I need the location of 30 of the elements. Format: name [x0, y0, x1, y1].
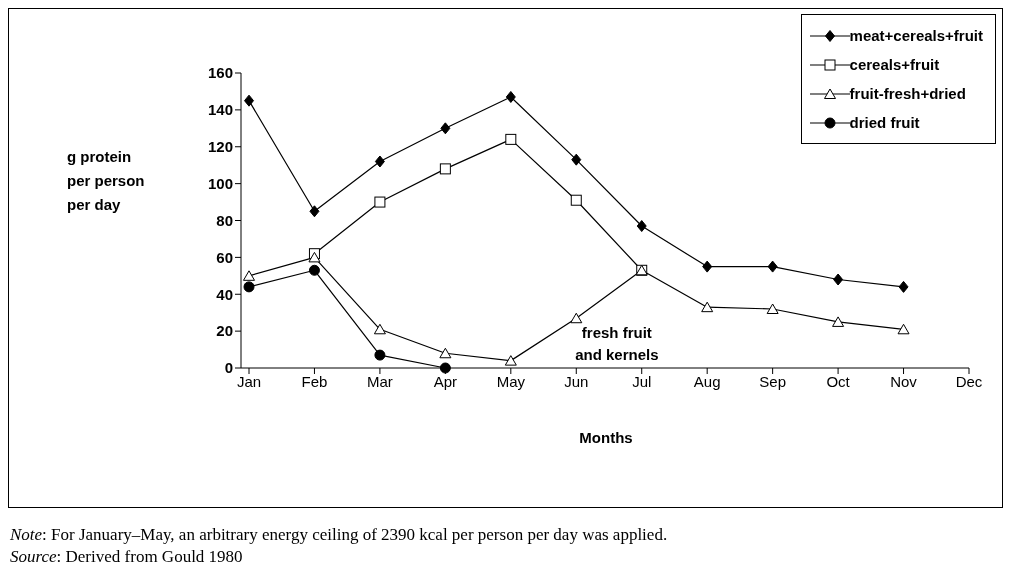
y-tick-label: 20: [216, 322, 233, 340]
y-tick-label: 140: [207, 101, 233, 119]
x-axis-title: Months: [578, 429, 634, 446]
y-tick-label: 100: [207, 174, 233, 192]
x-tick-label: Nov: [890, 372, 918, 390]
legend-label: fruit-fresh+dried: [849, 85, 966, 102]
x-tick-label: Jan: [236, 372, 262, 390]
x-tick-label: Feb: [301, 372, 328, 390]
x-tick-label: Dec: [955, 372, 983, 390]
y-tick-label: 160: [207, 64, 233, 82]
x-tick-label: Mar: [366, 372, 393, 390]
legend-label: dried fruit: [849, 114, 920, 131]
x-tick-label: Oct: [826, 372, 851, 390]
y-tick-label: 120: [207, 138, 233, 156]
y-tick-label: 40: [216, 285, 233, 303]
y-tick-label: 0: [224, 359, 233, 377]
y-tick-label: 60: [216, 248, 233, 266]
text: Note: For January–May, an arbitrary energy ceiling of 2390 kcal per person per day was applied.: [10, 524, 669, 546]
x-tick-label: Sep: [759, 372, 786, 390]
x-tick-label: Jul: [632, 372, 652, 390]
legend-label: cereals+fruit: [849, 56, 940, 73]
x-tick-label: May: [496, 372, 526, 390]
source-note: Source: Derived from Gould 1980: [10, 546, 244, 568]
y-tick-label: 80: [216, 211, 233, 229]
annotation: fresh fruit and kernels: [574, 322, 660, 365]
x-tick-label: Aug: [693, 372, 721, 390]
x-tick-label: Jun: [564, 372, 589, 390]
y-axis-title: g protein per person per day: [67, 147, 146, 215]
legend-label: meat+cereals+fruit: [849, 27, 983, 44]
x-tick-label: Apr: [433, 372, 458, 390]
